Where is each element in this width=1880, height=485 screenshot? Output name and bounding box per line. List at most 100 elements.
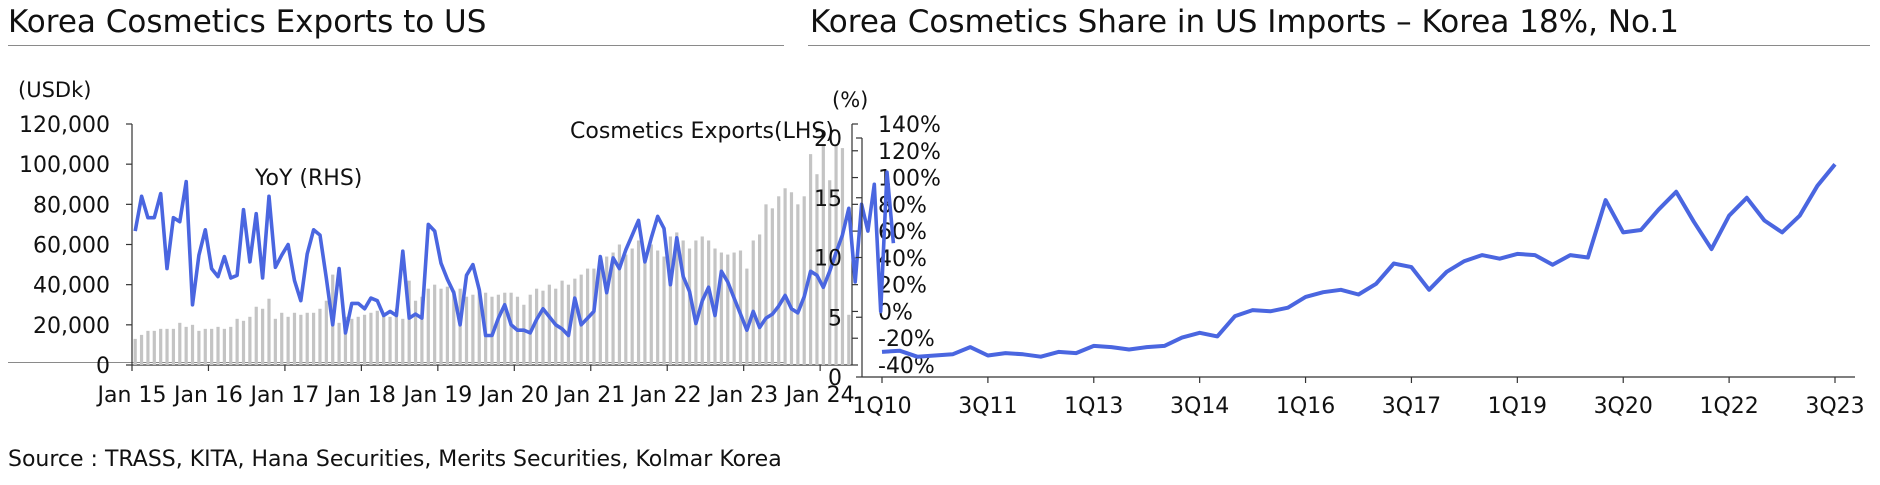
export-bar	[165, 328, 169, 365]
left-axis-tick-label: 80,000	[33, 193, 110, 218]
exports-chart: (USDk) 0 20,000 40,000 60,000 80,000 100,000 12…	[18, 78, 941, 408]
share-x-tick-label: 1Q10	[852, 394, 911, 419]
export-bar	[605, 256, 609, 365]
export-bar	[190, 324, 195, 365]
share-x-tick-label: 3Q14	[1170, 394, 1229, 419]
export-bar	[573, 278, 577, 365]
share-x-tick-label: 3Q20	[1594, 394, 1653, 419]
export-bar	[522, 304, 526, 365]
yoy-annotation: YoY (RHS)	[254, 166, 362, 191]
left-axis-unit: (USDk)	[18, 78, 91, 102]
export-bar	[617, 244, 622, 365]
export-bar	[210, 328, 214, 365]
export-bar	[726, 254, 730, 365]
x-axis-tick-label: Jan 18	[325, 383, 396, 408]
right-axis-tick-label: 0%	[878, 300, 913, 325]
export-bar	[369, 312, 373, 365]
export-bar	[433, 284, 437, 365]
export-bar	[783, 188, 787, 365]
export-bar	[241, 320, 246, 365]
right-axis-tick-label: -20%	[878, 327, 935, 352]
share-y-tick-label: 0	[828, 366, 842, 391]
share-x-tick-label: 3Q11	[958, 394, 1017, 419]
export-bar	[656, 250, 660, 365]
left-axis-tick-label: 40,000	[33, 274, 110, 299]
export-bar	[738, 250, 743, 365]
export-bar	[789, 192, 794, 365]
share-chart: (%) 0 5 10 15 20 1Q10 3Q11 1Q13 3Q14 1Q16 3Q17 1Q19 3…	[814, 88, 1865, 419]
export-bar	[133, 338, 137, 365]
export-bar	[254, 306, 258, 365]
export-bar	[802, 196, 806, 365]
export-bar	[471, 294, 475, 365]
left-axis-tick-label: 60,000	[33, 234, 110, 259]
export-bar	[477, 290, 481, 365]
export-bar	[796, 204, 800, 365]
export-bar	[184, 326, 188, 365]
export-bar	[171, 328, 176, 365]
x-axis-tick-label: Jan 23	[707, 383, 778, 408]
export-bar	[394, 308, 399, 365]
export-bar	[758, 234, 762, 365]
right-axis-tick-label: 120%	[878, 140, 941, 165]
x-axis-tick-label: Jan 19	[401, 383, 472, 408]
export-bar	[503, 292, 507, 365]
x-axis-tick-label: Jan 24	[784, 383, 855, 408]
export-bar	[261, 308, 265, 365]
export-bar	[146, 330, 150, 365]
export-bar	[426, 288, 430, 365]
export-bar	[687, 248, 692, 365]
export-bar	[235, 318, 239, 365]
left-axis-tick-label: 0	[96, 354, 110, 379]
export-bar	[694, 240, 698, 365]
export-bar	[808, 154, 813, 365]
export-bar	[452, 290, 456, 365]
export-bar	[203, 328, 207, 365]
export-bar	[458, 288, 462, 365]
export-bar	[324, 300, 328, 365]
right-axis-tick-label: 140%	[878, 113, 941, 138]
export-bar	[159, 328, 163, 365]
export-bar	[362, 314, 367, 365]
export-bar	[662, 256, 666, 365]
export-bar	[375, 310, 379, 365]
export-bar	[464, 296, 469, 365]
right-axis-tick-label: 20%	[878, 274, 927, 299]
share-x-tick-label: 1Q13	[1064, 394, 1123, 419]
export-bar	[292, 312, 297, 365]
export-bar	[547, 284, 551, 365]
share-x-tick-label: 1Q16	[1276, 394, 1335, 419]
export-bar	[496, 294, 500, 365]
yoy-line	[133, 170, 896, 338]
share-y-tick-label: 10	[814, 247, 842, 272]
export-bar	[382, 312, 386, 365]
export-bar	[840, 148, 845, 365]
export-bar	[248, 316, 252, 365]
export-bar	[630, 248, 634, 365]
right-title-rule	[808, 45, 1870, 46]
export-bar	[707, 240, 711, 365]
export-bar	[847, 314, 851, 365]
export-bar	[350, 318, 354, 365]
export-bar	[439, 288, 443, 365]
export-bar	[541, 290, 545, 365]
export-bar	[745, 268, 749, 365]
export-bar	[732, 252, 736, 365]
export-bar	[229, 326, 233, 365]
export-bar	[356, 316, 360, 365]
right-axis-tick-label: 40%	[878, 247, 927, 272]
export-bar	[420, 296, 424, 365]
export-bar	[280, 312, 284, 365]
share-line	[881, 163, 1837, 359]
export-bar	[566, 284, 571, 365]
share-y-tick-label: 5	[828, 306, 842, 331]
export-bar	[719, 252, 723, 365]
export-bar	[509, 292, 513, 365]
export-bar	[764, 204, 768, 365]
share-x-tick-label: 3Q17	[1382, 394, 1441, 419]
share-x-tick-label: 1Q19	[1488, 394, 1547, 419]
export-bar	[649, 244, 653, 365]
export-bar	[592, 268, 596, 365]
export-bar	[598, 260, 602, 365]
x-axis-tick-label: Jan 16	[172, 383, 243, 408]
